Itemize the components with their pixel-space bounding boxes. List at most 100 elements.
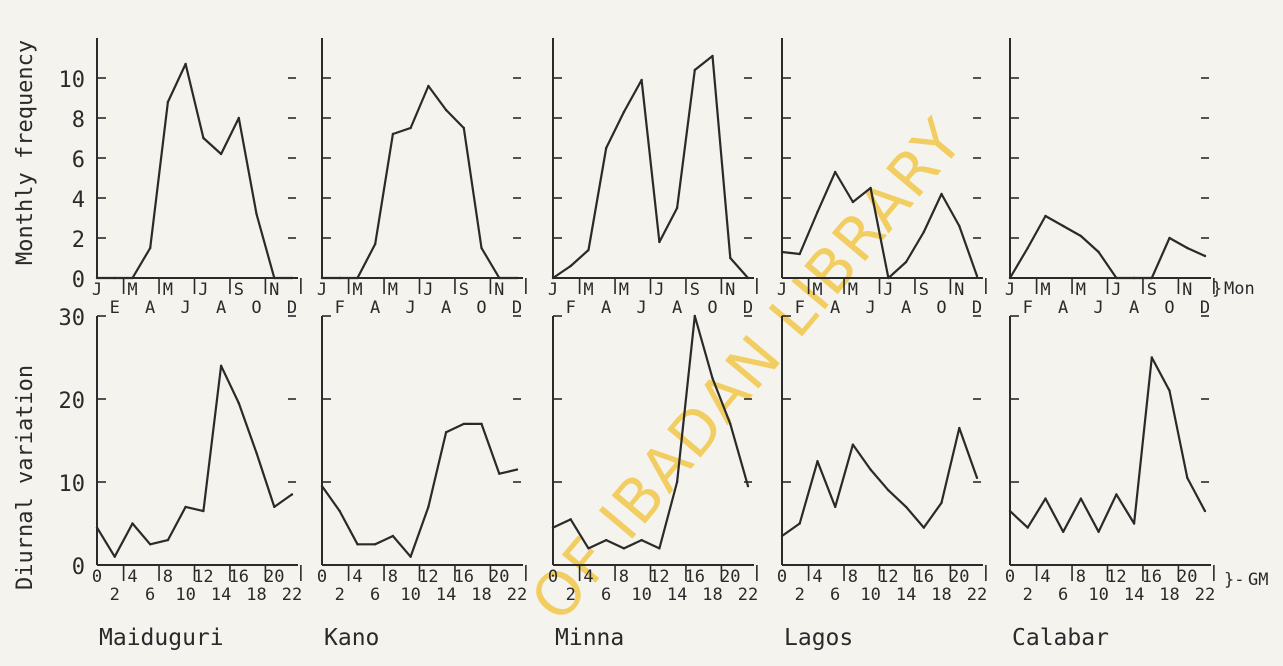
- data-point: [131, 522, 134, 525]
- data-point: [444, 431, 448, 434]
- top-row-unit: }: [1212, 279, 1222, 299]
- x-tick-label: A: [830, 298, 840, 318]
- x-tick-label: N: [494, 280, 504, 300]
- y-tick-label: 10: [59, 68, 86, 93]
- data-point: [255, 451, 258, 455]
- x-tick-label: F: [1023, 298, 1033, 318]
- data-point: [184, 62, 187, 66]
- x-tick-label: M: [619, 280, 629, 300]
- x-tick-label: M: [1076, 280, 1086, 300]
- data-point: [1168, 236, 1171, 240]
- x-tick-label: O: [707, 298, 717, 318]
- data-point: [1008, 276, 1012, 280]
- x-tick-label: M: [812, 280, 822, 300]
- station-label-calabar: Calabar: [1012, 625, 1109, 651]
- data-point: [391, 534, 395, 538]
- x-tick-label: S: [459, 280, 469, 300]
- data-point: [1150, 276, 1154, 280]
- series-line-minna-monthly: [552, 54, 749, 279]
- data-point: [1061, 224, 1065, 228]
- bottom-row-unit: }-: [1224, 570, 1244, 590]
- station-label-maiduguri: Maiduguri: [99, 625, 224, 651]
- data-point: [515, 276, 519, 280]
- data-point: [95, 276, 99, 280]
- data-point: [904, 260, 908, 264]
- data-point: [202, 509, 205, 513]
- data-point: [202, 136, 205, 140]
- x-tick-label: N: [269, 280, 279, 300]
- x-tick-label: 12: [649, 567, 669, 587]
- x-tick-label: 22: [1195, 585, 1215, 605]
- data-point: [1079, 497, 1083, 500]
- x-tick-label: 20: [264, 567, 284, 587]
- x-tick-label: 22: [738, 585, 758, 605]
- data-point: [922, 230, 926, 234]
- x-tick-label: 2: [110, 585, 120, 605]
- y-tick-label: 8: [72, 108, 85, 133]
- bottom-row-unit-label: GM: [1248, 570, 1268, 590]
- x-tick-label: D: [972, 298, 982, 318]
- data-point: [391, 132, 395, 136]
- x-tick-label: A: [601, 298, 611, 318]
- x-tick-label: J: [777, 280, 787, 300]
- x-tick-label: M: [163, 280, 173, 300]
- data-point: [658, 240, 661, 244]
- y-tick-label: 30: [59, 306, 86, 331]
- x-tick-label: 10: [860, 585, 880, 605]
- data-point: [338, 276, 341, 280]
- data-point: [498, 472, 501, 475]
- x-tick-label: 22: [282, 585, 302, 605]
- x-tick-label: 18: [702, 585, 722, 605]
- data-point: [816, 210, 819, 214]
- x-tick-label: M: [388, 280, 398, 300]
- data-point: [373, 543, 377, 546]
- x-tick-label: A: [216, 298, 226, 318]
- x-tick-label: 0: [777, 567, 787, 587]
- data-point: [219, 152, 223, 156]
- data-point: [1026, 246, 1029, 250]
- x-tick-label: O: [251, 298, 261, 318]
- data-point: [1115, 493, 1118, 496]
- x-tick-label: N: [954, 280, 964, 300]
- x-tick-label: 8: [619, 567, 629, 587]
- y-tick-label: 0: [72, 268, 85, 293]
- x-tick-label: S: [690, 280, 700, 300]
- data-point: [237, 116, 241, 120]
- data-point: [480, 422, 483, 426]
- data-point: [1186, 246, 1189, 250]
- data-point: [604, 146, 608, 150]
- x-tick-label: E: [110, 298, 120, 318]
- x-tick-label: 2: [566, 585, 576, 605]
- x-tick-label: 16: [914, 567, 934, 587]
- x-tick-label: 16: [229, 567, 249, 587]
- panel-calabar-monthly: J M M J S NF A J A O D: [1005, 38, 1215, 318]
- x-tick-label: 6: [601, 585, 611, 605]
- data-point: [693, 68, 697, 72]
- data-point: [480, 246, 483, 250]
- x-tick-label: 8: [163, 567, 173, 587]
- series-line-maiduguri-monthly: [97, 62, 292, 280]
- x-tick-label: 18: [471, 585, 491, 605]
- data-point: [113, 555, 116, 558]
- x-tick-label: M: [848, 280, 858, 300]
- data-point: [551, 526, 555, 529]
- x-tick-label: J: [1111, 280, 1121, 300]
- data-point: [1115, 276, 1118, 280]
- series-line-kano-monthly: [322, 84, 517, 280]
- x-tick-label: 2: [1023, 585, 1033, 605]
- data-point: [587, 547, 590, 550]
- data-point: [604, 538, 608, 542]
- x-tick-label: M: [1040, 280, 1050, 300]
- x-tick-label: 18: [1159, 585, 1179, 605]
- data-point: [1044, 497, 1047, 500]
- x-tick-label: 6: [145, 585, 155, 605]
- x-tick-label: 0: [1005, 567, 1015, 587]
- data-point: [273, 505, 276, 509]
- x-tick-label: J: [198, 280, 208, 300]
- x-tick-label: 12: [418, 567, 438, 587]
- x-tick-label: J: [548, 280, 558, 300]
- y-tick-label: 2: [72, 228, 85, 253]
- x-tick-label: 20: [489, 567, 509, 587]
- data-point: [851, 443, 855, 446]
